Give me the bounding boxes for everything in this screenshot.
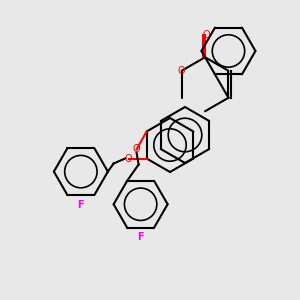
Text: F: F (78, 200, 84, 210)
Text: O: O (125, 154, 132, 164)
Text: O: O (202, 30, 210, 40)
Text: F: F (137, 232, 144, 242)
Text: O: O (178, 66, 185, 76)
Text: O: O (133, 145, 140, 154)
